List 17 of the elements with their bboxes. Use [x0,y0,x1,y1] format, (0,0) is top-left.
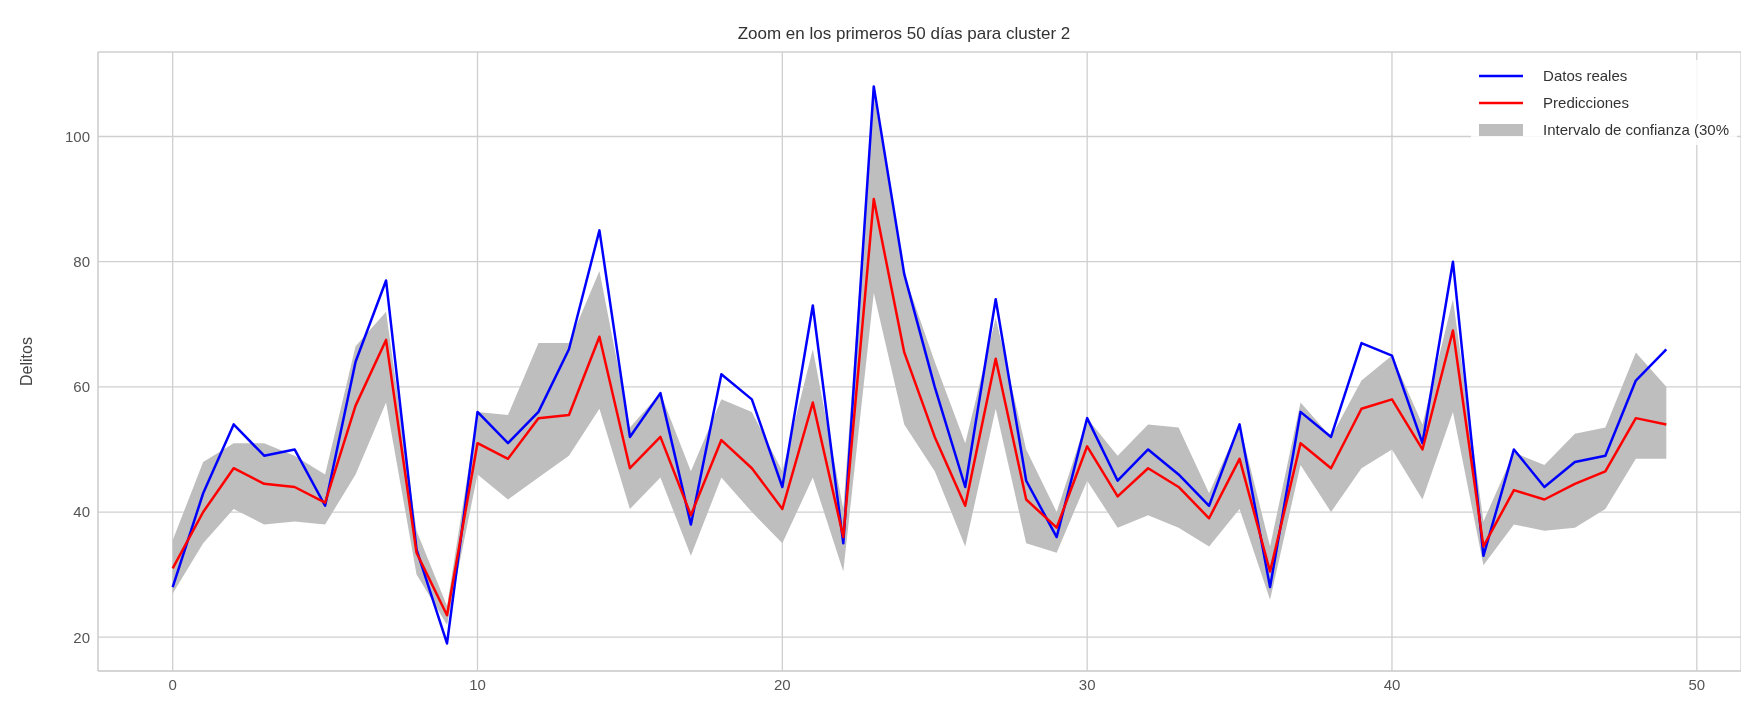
chart-title: Zoom en los primeros 50 días para cluster 2 [736,24,1072,44]
y-tick-label: 60 [73,378,90,396]
line-series [171,197,1668,617]
y-tick-label: 80 [73,253,90,270]
x-tick-label: 50 [1688,675,1706,693]
legend-label: Datos reales [1543,67,1628,84]
x-tick-label: 0 [168,675,177,693]
y-tick-label: 100 [64,127,90,145]
y-tick-label: 20 [73,628,90,646]
legend-label: Predicciones [1543,94,1629,111]
x-tick-label: 40 [1383,675,1401,693]
annotation: Intervalo de confianza (30% [1543,121,1729,138]
x-tick-label: 10 [469,675,486,693]
x-tick-label: 30 [1078,675,1096,693]
x-tick-label: 20 [773,675,791,693]
y-axis-title: Delitos [17,337,35,386]
y-tick-label: 40 [73,503,90,521]
